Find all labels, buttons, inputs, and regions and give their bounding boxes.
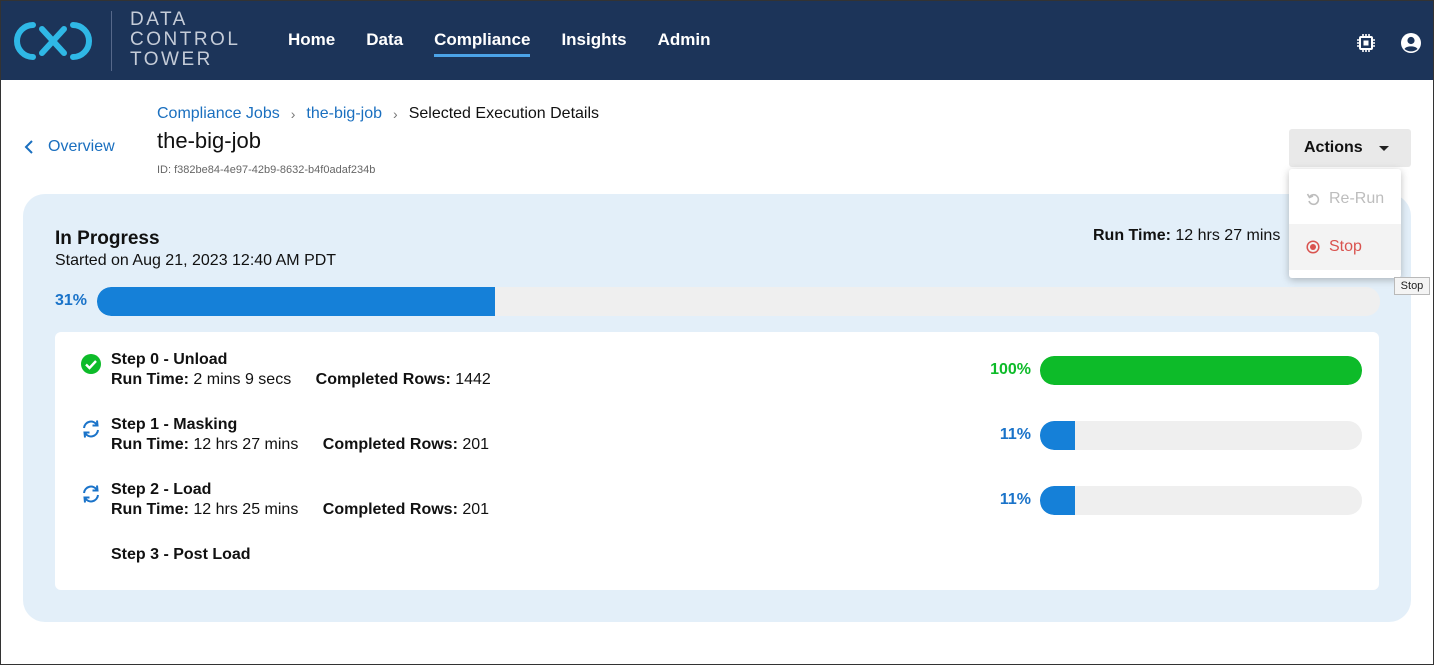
page-title: the-big-job: [157, 128, 261, 153]
overall-percent: 31%: [55, 292, 88, 309]
menu-item-rerun[interactable]: Re-Run: [1289, 176, 1401, 222]
execution-runtime: Run Time: 12 hrs 27 mins: [1093, 227, 1280, 245]
step-runtime-label: Run Time:: [111, 371, 189, 388]
step-name: Step 1 - Masking: [111, 416, 238, 433]
logo-line: DATA: [130, 9, 188, 30]
overall-progress-bar: [97, 287, 1380, 316]
step-runtime-label: Run Time:: [111, 501, 189, 518]
breadcrumb-job[interactable]: the-big-job: [306, 105, 383, 122]
step-progress-bar: [1040, 356, 1362, 385]
step-runtime: 12 hrs 27 mins: [193, 436, 299, 453]
chip-icon[interactable]: [1355, 32, 1377, 54]
breadcrumb: Compliance Jobs › the-big-job › Selected…: [157, 105, 599, 123]
breadcrumb-compliance-jobs[interactable]: Compliance Jobs: [157, 105, 280, 122]
step-percent: 11%: [999, 491, 1031, 508]
stop-circle-icon: [1306, 240, 1320, 254]
step-row: Step 3 - Post Load: [55, 546, 1379, 596]
step-percent: 11%: [999, 426, 1031, 443]
actions-label: Actions: [1304, 139, 1363, 156]
step-row: Step 2 - Load Run Time: 12 hrs 25 mins C…: [55, 481, 1379, 531]
job-id: ID: f382be84-4e97-42b9-8632-b4f0adaf234b: [157, 164, 376, 176]
step-progress-bar: [1040, 421, 1362, 450]
runtime-label: Run Time:: [1093, 227, 1171, 244]
step-rows-label: Completed Rows:: [322, 436, 458, 453]
step-row: Step 0 - Unload Run Time: 2 mins 9 secs …: [55, 351, 1379, 401]
step-rows: 201: [462, 501, 490, 518]
actions-dropdown-button[interactable]: Actions: [1289, 129, 1411, 167]
top-navigation-bar: DATA CONTROL TOWER Home Data Compliance …: [1, 1, 1433, 80]
logo-wordmark: DATA CONTROL TOWER: [130, 10, 240, 70]
account-circle-icon[interactable]: [1400, 32, 1422, 54]
menu-item-stop[interactable]: Stop: [1289, 224, 1401, 270]
chevron-right-icon: ›: [393, 106, 398, 122]
chevron-right-icon: ›: [290, 106, 296, 122]
logo-line: TOWER: [130, 49, 213, 70]
step-progress-fill: [1040, 421, 1076, 450]
step-progress-fill: [1040, 486, 1076, 515]
menu-item-label: Stop: [1329, 238, 1362, 255]
step-runtime: 12 hrs 25 mins: [193, 501, 299, 518]
actions-menu: Re-Run Stop: [1289, 169, 1401, 278]
logo-line: CONTROL: [130, 29, 241, 50]
back-label: Overview: [48, 138, 115, 155]
step-rows-label: Completed Rows:: [322, 501, 458, 518]
caret-down-icon: [1379, 146, 1389, 151]
menu-item-label: Re-Run: [1329, 190, 1385, 207]
overall-progress-fill: [97, 287, 495, 316]
step-runtime-label: Run Time:: [111, 436, 189, 453]
check-circle-icon: [81, 354, 101, 374]
nav-home[interactable]: Home: [288, 30, 336, 49]
execution-start-time: Started on Aug 21, 2023 12:40 AM PDT: [55, 252, 337, 269]
undo-icon: [1306, 193, 1320, 206]
nav-compliance[interactable]: Compliance: [434, 30, 531, 57]
steps-card: Step 0 - Unload Run Time: 2 mins 9 secs …: [55, 332, 1379, 590]
nav-insights[interactable]: Insights: [561, 30, 627, 49]
back-to-overview-link[interactable]: Overview: [24, 138, 115, 156]
step-progress-fill: [1040, 356, 1362, 385]
step-name: Step 0 - Unload: [111, 351, 228, 368]
nav-admin[interactable]: Admin: [657, 30, 711, 49]
execution-status: In Progress: [55, 228, 160, 249]
nav-data[interactable]: Data: [366, 30, 404, 49]
sync-icon: [83, 485, 99, 503]
step-rows: 201: [462, 436, 490, 453]
stop-tooltip: Stop: [1394, 277, 1430, 295]
step-progress-bar: [1040, 486, 1362, 515]
step-rows: 1442: [455, 371, 491, 388]
step-runtime: 2 mins 9 secs: [193, 371, 292, 388]
step-percent: 100%: [990, 361, 1031, 378]
step-rows-label: Completed Rows:: [315, 371, 451, 388]
step-name: Step 3 - Post Load: [111, 546, 251, 563]
data-control-tower-logo-icon: [14, 22, 92, 60]
step-meta: Run Time: 12 hrs 27 mins Completed Rows:…: [111, 436, 489, 454]
logo-divider: [111, 11, 112, 71]
chevron-left-icon: [24, 140, 33, 154]
step-meta: Run Time: 12 hrs 25 mins Completed Rows:…: [111, 501, 489, 519]
step-meta: Run Time: 2 mins 9 secs Completed Rows: …: [111, 371, 491, 389]
breadcrumb-current: Selected Execution Details: [408, 105, 600, 122]
runtime-value: 12 hrs 27 mins: [1175, 227, 1281, 244]
step-row: Step 1 - Masking Run Time: 12 hrs 27 min…: [55, 416, 1379, 466]
step-name: Step 2 - Load: [111, 481, 212, 498]
main-nav: Home Data Compliance Insights Admin: [288, 30, 742, 57]
sync-icon: [83, 420, 99, 438]
